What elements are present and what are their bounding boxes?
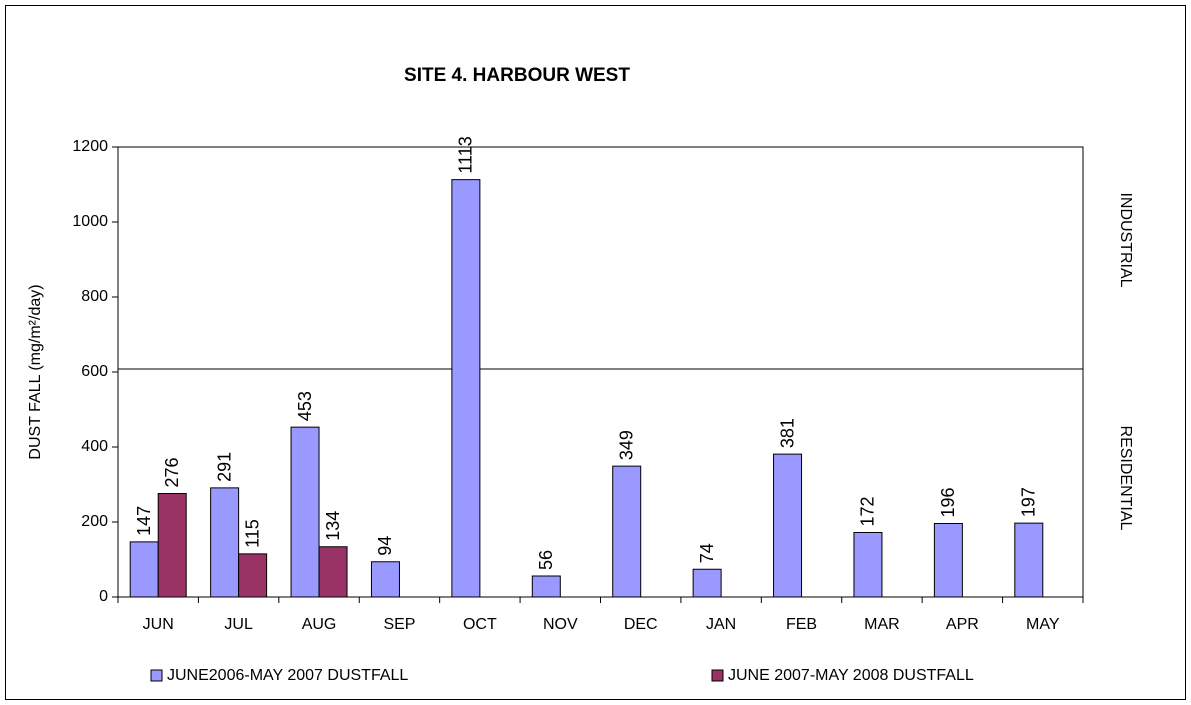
bar	[129, 541, 159, 598]
legend-label: JUNE 2007-MAY 2008 DUSTFALL	[728, 667, 974, 684]
y-tick-label: 1000	[72, 213, 108, 230]
value-label: 196	[938, 487, 958, 517]
value-label: 349	[616, 430, 636, 460]
value-label: 197	[1019, 487, 1039, 517]
x-tick-label: JAN	[706, 616, 736, 633]
x-tick-label: OCT	[463, 616, 497, 633]
bar	[692, 568, 722, 598]
value-label: 381	[777, 418, 797, 448]
y-axis-label: DUST FALL (mg/m²/day)	[27, 284, 44, 459]
bar	[1014, 522, 1044, 598]
chart-title: SITE 4. HARBOUR WEST	[404, 65, 630, 86]
legend-label: JUNE2006-MAY 2007 DUSTFALL	[167, 667, 408, 684]
zone-label: RESIDENTIAL	[1117, 426, 1134, 531]
x-tick-label: NOV	[543, 616, 578, 633]
x-tick-label: SEP	[383, 616, 415, 633]
chart-border	[5, 5, 1186, 700]
value-label: 291	[214, 452, 234, 482]
value-label: 172	[858, 496, 878, 526]
value-label: 453	[295, 391, 315, 421]
bar	[370, 561, 400, 598]
value-label: 94	[375, 536, 395, 556]
value-label: 115	[242, 519, 262, 548]
y-tick-label: 1200	[72, 138, 108, 155]
x-tick-label: AUG	[302, 616, 337, 633]
value-label: 276	[162, 457, 182, 487]
bar	[157, 493, 187, 598]
value-label: 134	[323, 511, 343, 541]
value-label: 1113	[456, 136, 476, 173]
y-tick-label: 0	[99, 588, 108, 605]
bar	[612, 465, 642, 598]
x-tick-label: DEC	[624, 616, 658, 633]
x-tick-label: APR	[946, 616, 979, 633]
y-tick-label: 800	[81, 288, 108, 305]
bar	[853, 532, 883, 598]
value-label: 74	[697, 543, 717, 563]
zone-label: INDUSTRIAL	[1117, 192, 1134, 287]
x-tick-label: MAY	[1026, 616, 1060, 633]
x-tick-label: MAR	[864, 616, 900, 633]
x-tick-label: JUL	[224, 616, 253, 633]
bar	[773, 453, 803, 598]
bar	[290, 426, 320, 598]
value-label: 56	[536, 550, 556, 570]
y-tick-label: 600	[81, 363, 108, 380]
value-label: 147	[134, 506, 154, 536]
legend-swatch	[711, 669, 724, 682]
bar	[531, 575, 561, 598]
y-tick-label: 200	[81, 513, 108, 530]
y-tick-label: 400	[81, 438, 108, 455]
legend-swatch	[150, 669, 163, 682]
bar	[318, 546, 348, 598]
bar	[210, 487, 240, 598]
bar	[451, 179, 481, 598]
x-tick-label: FEB	[786, 616, 817, 633]
bar	[933, 523, 963, 598]
bar	[238, 553, 268, 598]
x-tick-label: JUN	[143, 616, 174, 633]
